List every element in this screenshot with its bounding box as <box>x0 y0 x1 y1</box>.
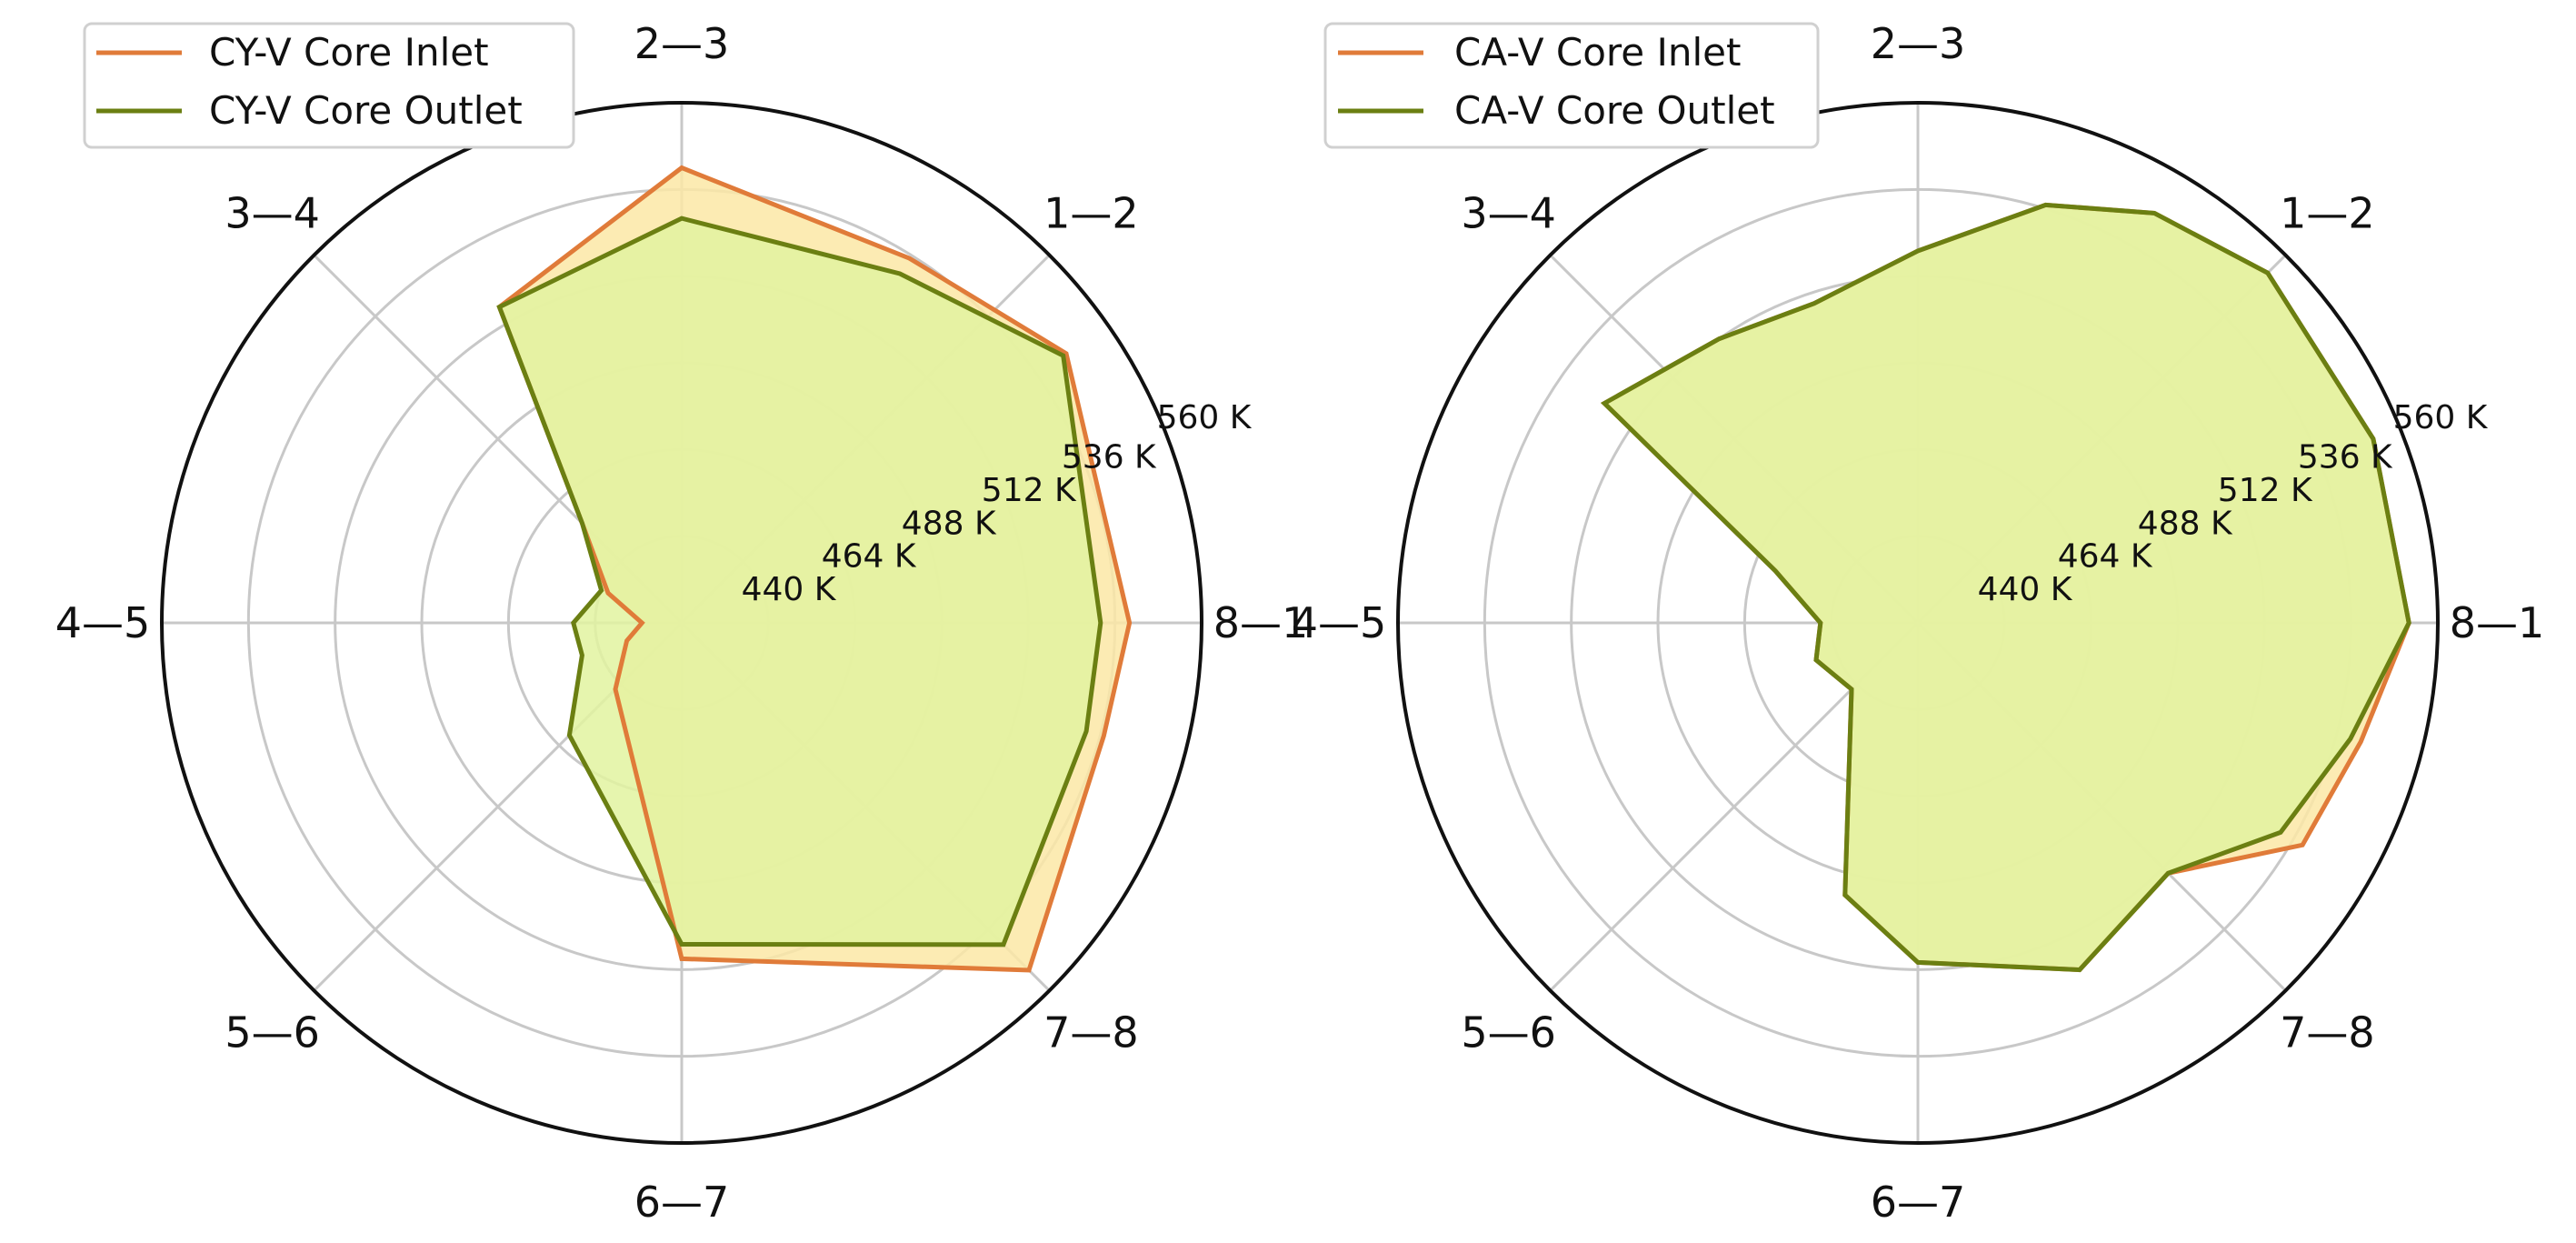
category-label-8-1: 8—1 <box>2450 598 2545 647</box>
r-tick-label-512: 512 K <box>2218 472 2313 509</box>
r-tick-label-464: 464 K <box>822 538 917 576</box>
category-label-4-5: 4—5 <box>55 598 151 647</box>
category-label-5-6: 5—6 <box>225 1007 320 1057</box>
r-tick-label-560: 560 K <box>1157 399 1253 436</box>
category-label-1-2: 1—2 <box>2280 189 2375 238</box>
legend-label-inlet: CA-V Core Inlet <box>1454 30 1741 75</box>
outer-ring <box>160 101 1203 1145</box>
category-label-2-3: 2—3 <box>634 19 730 68</box>
category-label-3-4: 3—4 <box>225 189 320 238</box>
r-tick-label-440: 440 K <box>742 571 837 608</box>
series-line-cy-v-core-inlet <box>496 165 1133 973</box>
category-label-2-3: 2—3 <box>1871 19 1966 68</box>
r-tick-label-488: 488 K <box>2138 505 2233 542</box>
series-line-cy-v-core-outlet <box>496 216 1103 947</box>
category-label-7-8: 7—8 <box>1043 1007 1139 1057</box>
outer-ring <box>1396 101 2440 1145</box>
r-tick-label-464: 464 K <box>2058 538 2153 576</box>
category-label-3-4: 3—4 <box>1461 189 1556 238</box>
category-label-8-1: 8—1 <box>1213 598 1309 647</box>
legend-label-outlet: CY-V Core Outlet <box>209 88 523 133</box>
legend: CA-V Core Inlet CA-V Core Outlet <box>1323 22 1820 149</box>
r-tick-label-536: 536 K <box>1062 438 1157 476</box>
category-label-4-5: 4—5 <box>1292 598 1387 647</box>
legend-label-inlet: CY-V Core Inlet <box>209 30 489 75</box>
r-tick-label-488: 488 K <box>902 505 997 542</box>
r-tick-label-512: 512 K <box>982 472 1077 509</box>
series-fill-cy-v-core-outlet <box>499 218 1101 945</box>
r-tick-label-560: 560 K <box>2393 399 2489 436</box>
legend-box <box>1323 22 1820 149</box>
r-tick-label-440: 440 K <box>1978 571 2073 608</box>
series-fill-ca-v-core-outlet <box>1604 205 2410 970</box>
legend-label-outlet: CA-V Core Outlet <box>1454 88 1775 133</box>
legend-box <box>83 22 575 149</box>
legend: CY-V Core Inlet CY-V Core Outlet <box>83 22 575 149</box>
category-label-1-2: 1—2 <box>1043 189 1139 238</box>
category-label-7-8: 7—8 <box>2280 1007 2375 1057</box>
series-line-ca-v-core-outlet <box>1600 202 2411 973</box>
r-tick-label-536: 536 K <box>2298 438 2393 476</box>
category-label-6-7: 6—7 <box>1871 1178 1966 1227</box>
category-label-5-6: 5—6 <box>1461 1007 1556 1057</box>
category-label-6-7: 6—7 <box>634 1178 730 1227</box>
